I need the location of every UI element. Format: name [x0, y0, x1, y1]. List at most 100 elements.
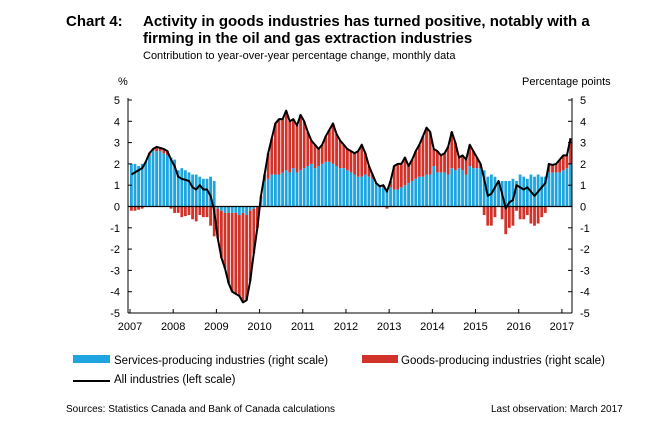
right-tick-label: 4: [580, 116, 586, 128]
goods-bar: [320, 144, 324, 164]
services-bar: [367, 176, 371, 207]
services-bar: [248, 206, 252, 211]
x-tick-label: 2017: [550, 321, 574, 333]
services-bar: [309, 163, 313, 207]
services-bar: [518, 174, 522, 207]
services-bar: [425, 174, 428, 207]
services-bar: [407, 183, 410, 207]
goods-bar: [486, 206, 490, 226]
services-bar: [475, 168, 479, 207]
goods-bar: [417, 144, 421, 177]
goods-bar: [302, 121, 306, 169]
right-tick-label: -4: [580, 287, 590, 299]
services-bar: [263, 180, 266, 207]
services-bar: [270, 174, 274, 207]
left-tick-label: -4: [110, 287, 120, 299]
goods-bar: [277, 119, 281, 175]
services-bar: [522, 176, 526, 207]
goods-bar: [331, 123, 335, 164]
goods-bar: [482, 206, 486, 216]
legend-label-services: Services-producing industries (right sca…: [114, 355, 329, 367]
goods-bar: [241, 212, 245, 303]
services-bar: [137, 166, 141, 207]
services-bar: [410, 180, 414, 207]
goods-bar: [525, 206, 529, 216]
services-bar: [144, 161, 148, 207]
legend-swatch-services: [73, 355, 110, 363]
goods-bar: [443, 153, 446, 173]
services-bar: [479, 168, 482, 207]
left-tick-label: 1: [114, 180, 120, 192]
services-bar: [353, 174, 356, 207]
services-bar: [320, 163, 324, 207]
goods-bar: [176, 206, 180, 213]
right-tick-label: -1: [580, 223, 590, 235]
goods-bar: [223, 212, 227, 269]
goods-bar: [252, 208, 256, 254]
services-bar: [403, 185, 407, 207]
services-bar: [378, 187, 382, 207]
services-bar: [453, 170, 457, 207]
goods-bar: [137, 206, 141, 210]
x-tick-label: 2008: [161, 321, 185, 333]
legend-label-goods: Goods-producing industries (right scale): [401, 355, 605, 367]
goods-bar: [407, 166, 410, 184]
goods-bar: [324, 136, 328, 162]
services-bar: [317, 166, 320, 207]
services-bar: [277, 174, 281, 207]
services-bar: [551, 172, 554, 207]
goods-bar: [270, 138, 274, 175]
services-bar: [273, 174, 277, 207]
goods-bar: [529, 206, 533, 224]
services-bar: [471, 168, 475, 207]
goods-bar: [245, 215, 248, 301]
services-bar: [446, 174, 450, 207]
goods-bar: [558, 159, 562, 173]
services-bar: [374, 183, 378, 207]
services-bar: [155, 151, 159, 207]
left-tick-label: -2: [110, 244, 120, 256]
right-axis-label: Percentage points: [522, 76, 611, 88]
services-bar: [565, 168, 569, 207]
goods-bar: [216, 208, 220, 239]
goods-bar: [475, 157, 479, 169]
services-bar: [349, 172, 353, 207]
goods-bar: [428, 131, 432, 175]
services-bar: [547, 172, 551, 207]
all-industries-line: [130, 109, 572, 304]
goods-bar: [273, 123, 277, 175]
goods-bar: [230, 212, 234, 292]
goods-bar: [414, 151, 418, 179]
goods-bar: [248, 210, 252, 282]
goods-bar: [345, 148, 349, 171]
x-tick-label: 2009: [204, 321, 228, 333]
goods-bar: [317, 148, 320, 167]
goods-bar: [227, 212, 230, 284]
goods-bar: [522, 206, 526, 220]
goods-bar: [554, 163, 558, 173]
goods-bar: [569, 138, 572, 164]
services-bar: [147, 155, 151, 207]
left-tick-label: 4: [114, 116, 120, 128]
goods-bar: [435, 151, 439, 173]
goods-bar: [342, 144, 346, 169]
goods-bar: [367, 166, 371, 177]
goods-bar: [335, 134, 338, 167]
services-bar: [198, 176, 202, 207]
left-axis-label: %: [118, 76, 128, 88]
services-bar: [169, 157, 173, 207]
goods-bar: [464, 159, 468, 175]
services-bar: [345, 170, 349, 207]
legend-label-all: All industries (left scale): [114, 374, 236, 386]
goods-bar: [158, 147, 162, 152]
services-bar: [165, 155, 169, 207]
goods-bar: [327, 129, 331, 162]
services-bar: [392, 189, 396, 207]
goods-bar: [209, 206, 212, 226]
x-tick-label: 2014: [420, 321, 444, 333]
goods-bar: [162, 148, 166, 154]
goods-bar: [309, 140, 313, 164]
services-bar: [561, 170, 565, 207]
goods-bar: [133, 206, 137, 211]
